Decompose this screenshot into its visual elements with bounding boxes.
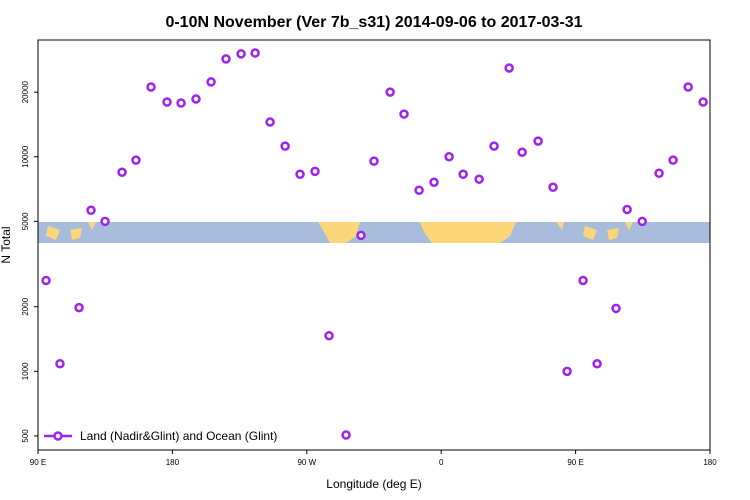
point [86, 205, 96, 216]
point [592, 358, 602, 369]
y-tick-label: 2000 [21, 297, 30, 315]
x-tick-label: 0 [439, 458, 444, 467]
point [683, 82, 693, 92]
point [458, 169, 468, 179]
point [206, 77, 216, 87]
point [654, 168, 664, 178]
y-tick-label: 10000 [21, 145, 30, 168]
point [117, 167, 127, 177]
point [369, 156, 379, 166]
y-axis-label: N Total [0, 226, 13, 263]
point [385, 87, 395, 97]
x-tick-label: 180 [703, 458, 717, 467]
point [191, 94, 201, 104]
point [295, 169, 305, 179]
point [637, 216, 647, 227]
point [74, 302, 84, 313]
x-tick-label: 180 [166, 458, 180, 467]
point [474, 174, 484, 184]
point [146, 82, 156, 92]
point [236, 49, 246, 59]
point [41, 275, 51, 286]
point [429, 177, 439, 187]
y-tick-label: 1000 [21, 362, 30, 380]
plot-frame [37, 39, 711, 451]
x-tick-label: 90 E [30, 458, 46, 467]
point [504, 63, 514, 73]
point [622, 204, 632, 215]
point [356, 230, 366, 241]
y-tick-label: 20000 [21, 80, 30, 103]
point [611, 303, 621, 314]
point [162, 97, 172, 107]
point [533, 136, 543, 146]
point [698, 97, 708, 107]
point [444, 152, 454, 162]
point [341, 430, 351, 440]
point [100, 216, 110, 227]
point [131, 155, 141, 165]
map-band [38, 222, 710, 243]
point [176, 98, 186, 108]
point [562, 366, 572, 377]
chart-title: 0-10N November (Ver 7b_s31) 2014-09-06 t… [165, 14, 582, 31]
point [548, 182, 558, 192]
y-tick-label: 5000 [21, 212, 30, 230]
point [489, 141, 499, 151]
point [55, 358, 65, 369]
legend-marker [53, 431, 63, 441]
point [668, 155, 678, 165]
point [324, 330, 334, 341]
legend-label: Land (Nadir&Glint) and Ocean (Glint) [80, 429, 277, 443]
point [399, 109, 409, 119]
point [414, 185, 424, 196]
point [250, 48, 260, 58]
x-tick-label: 90 W [297, 458, 316, 467]
point [578, 275, 588, 286]
x-tick-label: 90 E [567, 458, 583, 467]
x-axis-label: Longitude (deg E) [326, 477, 421, 491]
y-tick-label: 500 [21, 429, 30, 443]
point [265, 117, 275, 127]
point [517, 147, 527, 157]
point [280, 141, 290, 151]
point [221, 54, 231, 64]
point [310, 166, 320, 177]
